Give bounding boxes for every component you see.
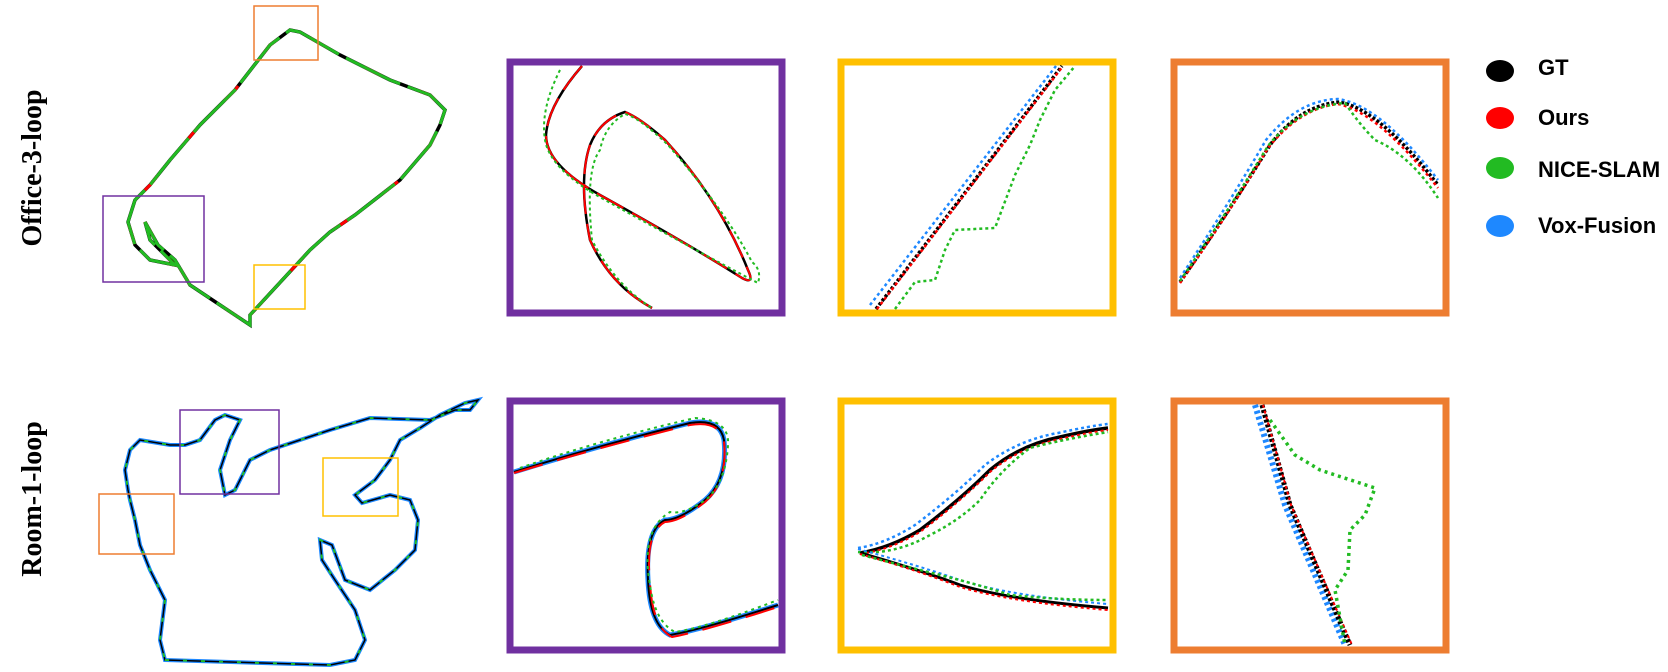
legend-marker-nice-slam	[1486, 157, 1514, 179]
office-zoom-yellow	[837, 58, 1117, 317]
room-purple-region-box	[179, 409, 280, 495]
legend-label-ours: Ours	[1538, 105, 1590, 130]
office-trajectory-nice-slam	[126, 28, 447, 328]
office-trajectory-gt	[126, 28, 448, 329]
legend-label-nice-slam: NICE-SLAM	[1538, 157, 1661, 182]
room-zoom-purple	[506, 397, 786, 654]
office-zoom-orange	[1170, 58, 1450, 317]
office-purple-region-box	[102, 195, 205, 283]
legend-marker-ours	[1486, 107, 1514, 129]
legend-label-vox-fusion: Vox-Fusion	[1538, 213, 1657, 238]
office-trajectory-ours	[126, 28, 447, 328]
room-orange-region-box	[98, 493, 175, 555]
room-yellow-region-box	[322, 457, 399, 517]
office-trajectory-overview	[102, 5, 448, 329]
legend-marker-vox-fusion	[1486, 215, 1514, 237]
room-trajectory-overview	[98, 396, 484, 668]
office-orange-region-box	[253, 5, 319, 61]
legend-marker-gt	[1486, 60, 1514, 82]
office-zoom-purple	[506, 58, 786, 317]
room-zoom-yellow	[837, 397, 1117, 654]
room-zoom-orange	[1170, 397, 1450, 654]
legend	[1486, 60, 1514, 237]
legend-label-gt: GT	[1538, 55, 1569, 80]
office-yellow-region-box	[253, 264, 306, 310]
room-trajectory-nice-slam	[123, 398, 481, 667]
